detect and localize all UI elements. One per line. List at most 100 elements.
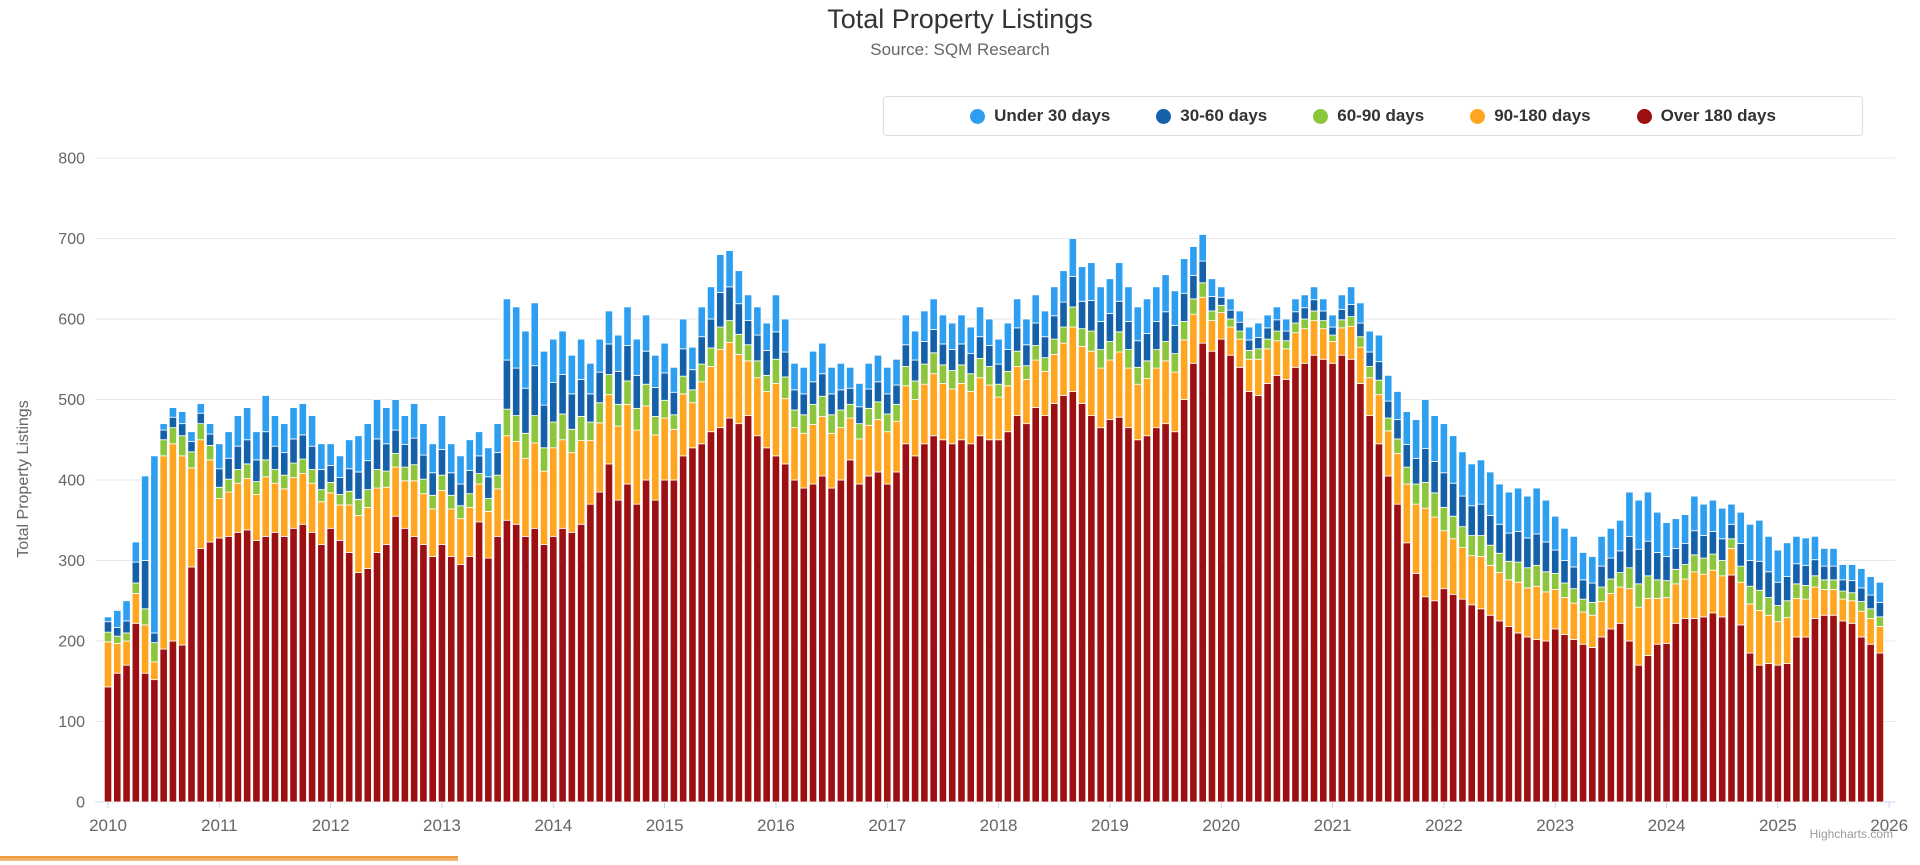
bar-segment[interactable] [159, 455, 168, 650]
bar-segment[interactable] [1458, 495, 1467, 528]
bar-segment[interactable] [317, 544, 326, 803]
bar-segment[interactable] [1031, 294, 1040, 324]
bar-segment[interactable] [205, 459, 215, 543]
bar-segment[interactable] [437, 449, 447, 476]
bar-segment[interactable] [1486, 614, 1495, 803]
bar-segment[interactable] [1003, 431, 1012, 803]
bar-segment[interactable] [103, 686, 113, 803]
bar-segment[interactable] [1291, 366, 1300, 803]
bar-segment[interactable] [836, 409, 845, 429]
bar-segment[interactable] [1643, 655, 1653, 803]
bar-segment[interactable] [1551, 572, 1560, 590]
bar-segment[interactable] [1857, 610, 1866, 638]
bar-segment[interactable] [1013, 298, 1022, 329]
bar-segment[interactable] [1560, 560, 1569, 584]
bar-segment[interactable] [1439, 588, 1448, 803]
bar-segment[interactable] [1578, 552, 1588, 581]
bar-segment[interactable] [1486, 544, 1495, 566]
bar-segment[interactable] [1820, 579, 1829, 590]
bar-segment[interactable] [1634, 499, 1643, 550]
bar-segment[interactable] [957, 364, 966, 384]
bar-segment[interactable] [623, 345, 632, 382]
bar-segment[interactable] [725, 417, 734, 803]
bar-segment[interactable] [1690, 530, 1699, 556]
bar-segment[interactable] [465, 469, 474, 495]
bar-segment[interactable] [1699, 616, 1708, 803]
bar-segment[interactable] [391, 429, 400, 454]
bar-segment[interactable] [901, 344, 910, 367]
bar-segment[interactable] [539, 350, 549, 406]
bar-segment[interactable] [734, 333, 743, 355]
bar-segment[interactable] [1226, 298, 1235, 311]
bar-segment[interactable] [335, 494, 345, 506]
bar-segment[interactable] [400, 480, 409, 529]
bar-segment[interactable] [539, 470, 549, 545]
bar-segment[interactable] [502, 359, 512, 410]
bar-segment[interactable] [456, 564, 465, 803]
bar-segment[interactable] [1606, 578, 1615, 594]
bar-segment[interactable] [1291, 332, 1300, 368]
bar-segment[interactable] [1328, 334, 1337, 342]
bar-segment[interactable] [781, 463, 790, 803]
bar-segment[interactable] [1207, 350, 1217, 803]
bar-segment[interactable] [178, 411, 187, 425]
bar-segment[interactable] [1226, 318, 1235, 328]
bar-segment[interactable] [1671, 568, 1680, 585]
legend-item-90-180-days[interactable]: 90-180 days [1470, 106, 1591, 126]
bar-segment[interactable] [883, 431, 892, 485]
bar-segment[interactable] [818, 415, 827, 477]
bar-segment[interactable] [215, 468, 224, 488]
bar-segment[interactable] [1142, 378, 1152, 437]
bar-segment[interactable] [168, 640, 178, 803]
bar-segment[interactable] [1439, 530, 1448, 590]
bar-segment[interactable] [1087, 300, 1096, 332]
bar-segment[interactable] [196, 403, 205, 414]
bar-segment[interactable] [1820, 589, 1829, 616]
bar-segment[interactable] [734, 303, 743, 335]
bar-segment[interactable] [688, 369, 697, 391]
bar-segment[interactable] [1254, 348, 1263, 360]
bar-segment[interactable] [1087, 350, 1096, 417]
bar-segment[interactable] [1077, 266, 1087, 302]
bar-segment[interactable] [558, 413, 567, 441]
bar-segment[interactable] [1244, 391, 1254, 803]
bar-segment[interactable] [428, 494, 437, 510]
bar-segment[interactable] [345, 504, 354, 553]
bar-segment[interactable] [1708, 499, 1718, 532]
bar-segment[interactable] [493, 423, 502, 454]
bar-segment[interactable] [1680, 564, 1690, 580]
bar-segment[interactable] [521, 432, 530, 459]
bar-segment[interactable] [280, 535, 289, 803]
bar-segment[interactable] [1625, 640, 1634, 803]
bar-segment[interactable] [1801, 564, 1810, 586]
bar-segment[interactable] [716, 349, 725, 429]
bar-segment[interactable] [280, 423, 289, 454]
bar-segment[interactable] [1105, 419, 1115, 803]
bar-segment[interactable] [1792, 636, 1801, 803]
bar-segment[interactable] [1653, 643, 1662, 803]
bar-segment[interactable] [1003, 322, 1012, 350]
bar-segment[interactable] [920, 363, 929, 385]
bar-segment[interactable] [1634, 664, 1643, 803]
bar-segment[interactable] [1207, 310, 1217, 322]
bar-segment[interactable] [688, 402, 697, 449]
bar-segment[interactable] [1551, 628, 1560, 803]
bar-segment[interactable] [1384, 417, 1393, 432]
bar-segment[interactable] [1040, 310, 1050, 338]
bar-segment[interactable] [1820, 565, 1829, 581]
bar-segment[interactable] [994, 383, 1003, 398]
bar-segment[interactable] [1551, 515, 1560, 551]
bar-segment[interactable] [474, 483, 484, 523]
bar-segment[interactable] [215, 537, 224, 803]
bar-segment[interactable] [799, 366, 808, 395]
bar-segment[interactable] [1866, 618, 1875, 645]
bar-segment[interactable] [103, 631, 113, 643]
bar-segment[interactable] [818, 373, 827, 397]
bar-segment[interactable] [484, 498, 493, 512]
bar-segment[interactable] [855, 483, 864, 803]
bar-segment[interactable] [1875, 652, 1885, 803]
bar-segment[interactable] [1764, 571, 1773, 598]
bar-segment[interactable] [957, 439, 966, 803]
bar-segment[interactable] [1087, 415, 1096, 803]
bar-segment[interactable] [1430, 461, 1439, 494]
